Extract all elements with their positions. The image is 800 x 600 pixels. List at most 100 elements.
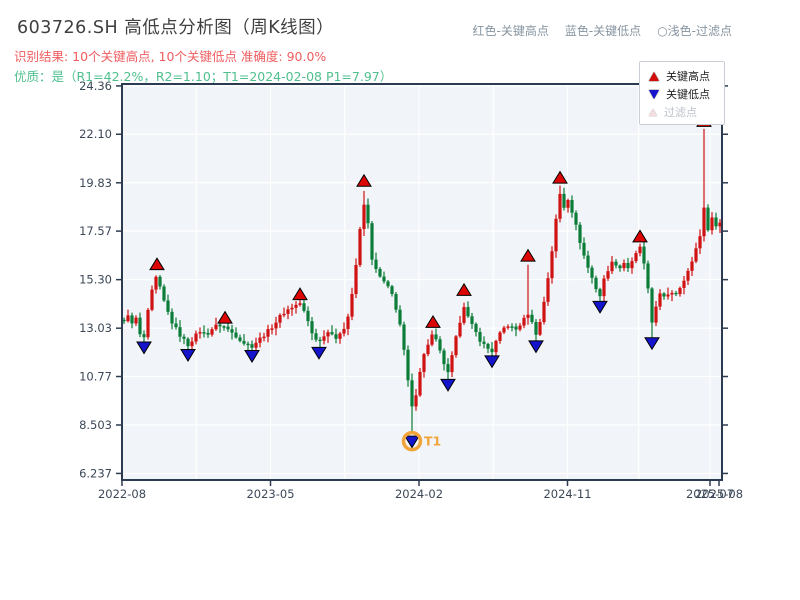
legend-item-key-high: 关键高点 xyxy=(649,67,724,85)
candle-body xyxy=(398,309,402,325)
candle-body xyxy=(146,309,150,338)
candle-body xyxy=(594,277,598,290)
x-tick-label: 2025-07 xyxy=(686,487,734,501)
candle-body xyxy=(490,348,494,353)
candle-body xyxy=(246,343,250,346)
candle-body xyxy=(150,289,154,310)
key-low-marker xyxy=(136,341,152,355)
key-high-marker xyxy=(217,310,233,324)
header-legend: 红色-关键高点 蓝色-关键低点 ○浅色-过滤点 xyxy=(473,22,733,39)
key-high-marker xyxy=(149,257,165,271)
t1-label: T1 xyxy=(424,434,441,449)
candle-body xyxy=(434,334,438,340)
candle-body xyxy=(270,328,274,330)
recognition-result-text: 识别结果: 10个关键高点, 10个关键低点 准确度: 90.0% xyxy=(14,49,327,64)
candle-body xyxy=(666,294,670,297)
candle-body xyxy=(330,332,334,335)
candle-body xyxy=(690,261,694,271)
key-high-triangle-icon xyxy=(649,71,659,81)
candle-body xyxy=(210,329,214,335)
candle-body xyxy=(566,199,570,208)
filtered-triangle-icon xyxy=(649,108,657,116)
candle-body xyxy=(554,218,558,252)
candle-body xyxy=(590,267,594,278)
candle-body xyxy=(606,271,610,279)
candle-body xyxy=(126,315,130,322)
candle-body xyxy=(530,314,534,323)
candle-body xyxy=(502,327,506,333)
candle-body xyxy=(578,224,582,243)
key-low-marker xyxy=(404,435,420,449)
y-tick-label: 17.57 xyxy=(79,224,112,238)
candle-body xyxy=(410,380,414,407)
candle-body xyxy=(706,207,710,231)
candle-body xyxy=(286,309,290,314)
candle-body xyxy=(162,286,166,301)
key-low-markers xyxy=(136,300,660,449)
key-low-marker xyxy=(244,350,260,364)
candle-body xyxy=(442,350,446,365)
candle-body xyxy=(170,311,174,324)
y-tick-label: 6.237 xyxy=(79,466,112,480)
candle-body xyxy=(198,332,202,334)
candle-body xyxy=(558,193,562,219)
candle-body xyxy=(134,317,138,324)
candle-body xyxy=(182,336,186,339)
candle-body xyxy=(138,317,142,335)
candle-body xyxy=(678,287,682,295)
header-legend-high-label: 红色-关键高点 xyxy=(472,24,549,38)
t1-circle-icon xyxy=(401,430,423,452)
candle-body xyxy=(638,246,642,254)
candle-body xyxy=(422,354,426,372)
candle-body xyxy=(482,341,486,344)
candle-body xyxy=(370,223,374,260)
key-low-marker xyxy=(440,378,456,392)
candle-body xyxy=(262,336,266,339)
candle-body xyxy=(486,343,490,349)
key-high-marker xyxy=(425,314,441,328)
legend-filtered-label: 过滤点 xyxy=(664,106,697,119)
candle-body xyxy=(498,332,502,341)
candle-body xyxy=(158,276,162,287)
candle-body xyxy=(458,322,462,337)
legend-key-low-label: 关键低点 xyxy=(666,88,710,101)
candle-body xyxy=(570,199,574,213)
candle-body xyxy=(174,323,178,328)
candle-body xyxy=(534,322,538,335)
candle-body xyxy=(346,316,350,329)
x-tick-labels: 2022-08 2023-05 2024-02 2024-11 2025-072025-… xyxy=(98,487,743,501)
chart-legend: 关键高点 关键低点 过滤点 xyxy=(639,61,725,125)
x-tick-label: 2024-02 xyxy=(395,487,443,501)
key-high-marker xyxy=(456,282,472,296)
axes xyxy=(116,83,728,486)
candle-body xyxy=(242,340,246,344)
candle-body xyxy=(686,270,690,281)
gridlines xyxy=(122,84,722,480)
candle-body xyxy=(266,329,270,337)
candle-body xyxy=(714,217,718,227)
candle-body xyxy=(322,336,326,341)
header-legend-low-label: 蓝色-关键低点 xyxy=(564,24,642,38)
candle-body xyxy=(342,328,346,334)
candle-body xyxy=(542,301,546,323)
candle-body xyxy=(234,332,238,338)
candle-body xyxy=(674,292,678,295)
candle-body xyxy=(178,327,182,337)
candle-body xyxy=(378,268,382,277)
candle-body xyxy=(654,306,658,323)
candle-body xyxy=(694,248,698,262)
candle-body xyxy=(258,337,262,343)
candle-body xyxy=(450,355,454,373)
y-tick-label: 13.03 xyxy=(79,321,112,335)
header-legend-filtered-label: ○浅色-过滤点 xyxy=(657,24,732,38)
page-title: 603726.SH 高低点分析图（周K线图） xyxy=(17,18,335,38)
key-high-marker xyxy=(552,170,568,184)
candle-body xyxy=(586,255,590,268)
candle-body xyxy=(350,293,354,317)
candle-body xyxy=(510,326,514,328)
candle-body xyxy=(122,319,126,322)
candle-body xyxy=(394,294,398,310)
y-tick-label: 22.10 xyxy=(79,127,112,141)
y-tick-label: 19.83 xyxy=(79,176,112,190)
candle-body xyxy=(562,193,566,208)
